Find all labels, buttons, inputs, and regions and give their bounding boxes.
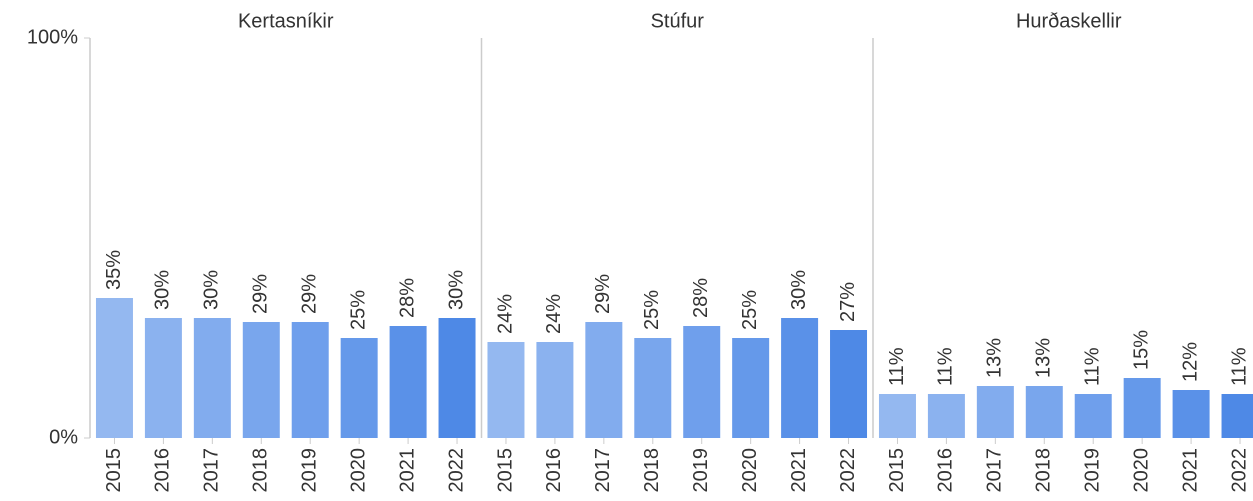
x-tick-label: 2015 — [494, 448, 516, 493]
x-tick-label: 2022 — [1228, 448, 1250, 493]
bar — [830, 330, 868, 438]
bar — [340, 338, 378, 438]
bar — [976, 386, 1014, 438]
bar — [389, 326, 427, 438]
bar — [878, 394, 916, 438]
value-label: 30% — [445, 270, 467, 310]
x-tick-label: 2017 — [592, 448, 614, 493]
x-tick-label: 2018 — [250, 448, 272, 493]
x-tick-label: 2019 — [1082, 448, 1104, 493]
value-label: 30% — [152, 270, 174, 310]
bar — [634, 338, 672, 438]
value-label: 12% — [1179, 342, 1201, 382]
y-tick-label: 0% — [49, 426, 78, 448]
value-label: 30% — [788, 270, 810, 310]
bar — [1221, 394, 1253, 438]
bar — [95, 298, 133, 438]
value-label: 11% — [886, 347, 908, 386]
bar — [1123, 378, 1161, 438]
x-tick-label: 2022 — [837, 448, 859, 493]
panel-title: Stúfur — [651, 10, 705, 32]
bar — [781, 318, 819, 438]
bar — [536, 342, 574, 438]
value-label: 11% — [1228, 347, 1250, 386]
x-tick-label: 2016 — [152, 448, 174, 493]
value-label: 13% — [1033, 338, 1055, 378]
x-tick-label: 2015 — [886, 448, 908, 493]
bar — [732, 338, 770, 438]
bar — [291, 322, 329, 438]
value-label: 29% — [250, 274, 272, 314]
x-tick-label: 2016 — [543, 448, 565, 493]
value-label: 35% — [103, 250, 125, 290]
x-tick-label: 2021 — [396, 448, 418, 493]
y-tick-label: 100% — [27, 26, 78, 48]
value-label: 25% — [347, 290, 369, 330]
x-tick-label: 2020 — [1130, 448, 1152, 493]
x-tick-label: 2016 — [935, 448, 957, 493]
value-label: 24% — [543, 294, 565, 334]
value-label: 28% — [396, 278, 418, 318]
value-label: 11% — [1082, 347, 1104, 386]
x-tick-label: 2019 — [690, 448, 712, 493]
bar — [438, 318, 476, 438]
value-label: 30% — [201, 270, 223, 310]
value-label: 25% — [641, 290, 663, 330]
x-tick-label: 2020 — [739, 448, 761, 493]
panel-title: Hurðaskellir — [1016, 10, 1122, 32]
value-label: 25% — [739, 290, 761, 330]
value-label: 29% — [592, 274, 614, 314]
x-tick-label: 2015 — [103, 448, 125, 493]
value-label: 29% — [299, 274, 321, 314]
bar — [487, 342, 525, 438]
value-label: 15% — [1130, 330, 1152, 370]
bar — [242, 322, 280, 438]
x-tick-label: 2021 — [1179, 448, 1201, 493]
value-label: 27% — [837, 282, 859, 322]
value-label: 28% — [690, 278, 712, 318]
x-tick-label: 2018 — [1033, 448, 1055, 493]
bar — [144, 318, 182, 438]
bar — [193, 318, 231, 438]
x-tick-label: 2017 — [201, 448, 223, 493]
value-label: 24% — [494, 294, 516, 334]
bar — [1025, 386, 1063, 438]
bar — [1172, 390, 1210, 438]
x-tick-label: 2021 — [788, 448, 810, 493]
bar — [683, 326, 721, 438]
x-tick-label: 2017 — [984, 448, 1006, 493]
x-tick-label: 2022 — [445, 448, 467, 493]
x-tick-label: 2020 — [347, 448, 369, 493]
bar — [1074, 394, 1112, 438]
panel-title: Kertasníkir — [238, 10, 334, 32]
x-tick-label: 2019 — [299, 448, 321, 493]
bar — [585, 322, 623, 438]
value-label: 13% — [984, 338, 1006, 378]
bar — [927, 394, 965, 438]
x-tick-label: 2018 — [641, 448, 663, 493]
value-label: 11% — [935, 347, 957, 386]
